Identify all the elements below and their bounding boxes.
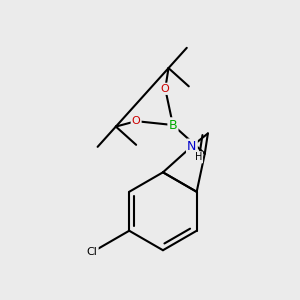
Text: O: O (161, 84, 170, 94)
Text: N: N (187, 140, 196, 153)
Text: H: H (195, 152, 202, 162)
Text: Cl: Cl (87, 247, 98, 257)
Text: B: B (169, 118, 177, 131)
Text: O: O (132, 116, 140, 126)
